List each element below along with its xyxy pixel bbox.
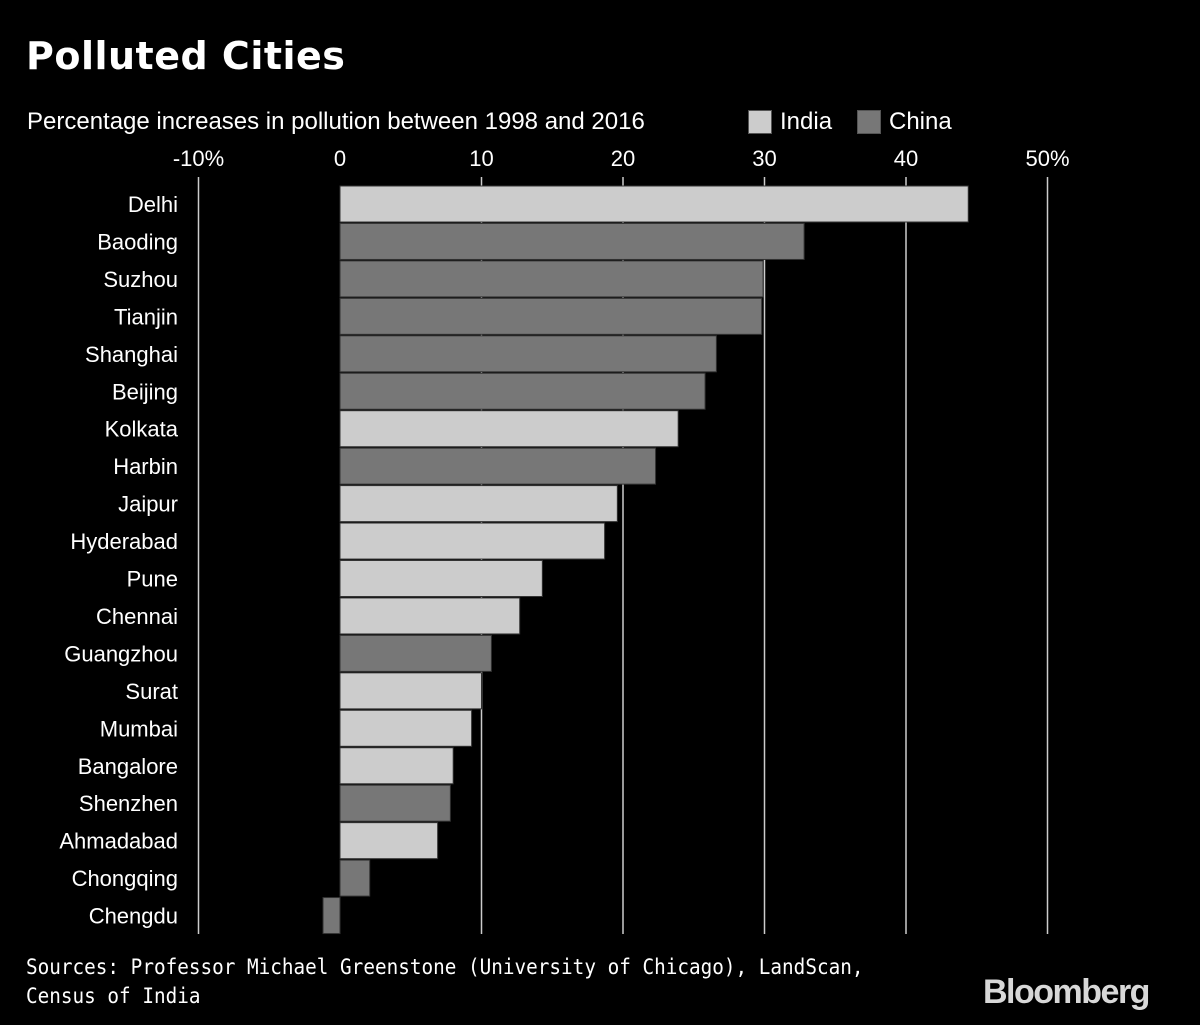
x-tick-label: 10 xyxy=(469,146,493,171)
x-tick-label: 50% xyxy=(1025,146,1069,171)
bar-chart: -10% 0 10 20 30 40 50% Delhi Baoding Suzhou Tianji… xyxy=(59,146,1070,935)
category-label: Chennai xyxy=(96,604,178,629)
legend-label-india: India xyxy=(780,108,833,135)
category-label: Mumbai xyxy=(100,716,178,741)
category-label: Bangalore xyxy=(78,754,178,779)
bar-chennai xyxy=(339,597,521,635)
category-label: Surat xyxy=(125,679,178,704)
x-tick-label: 30 xyxy=(752,146,776,171)
bar-harbin xyxy=(339,447,657,485)
bar-shanghai xyxy=(339,335,717,373)
bar-suzhou xyxy=(339,260,764,298)
bloomberg-logo: Bloomberg xyxy=(983,973,1150,1011)
bar-ahmadabad xyxy=(339,822,439,860)
legend-swatch-india xyxy=(748,110,772,134)
category-label: Tianjin xyxy=(114,304,178,329)
bar-shenzhen xyxy=(339,784,451,822)
legend-label-china: China xyxy=(889,108,952,135)
category-label: Kolkata xyxy=(105,417,179,442)
x-tick-label: -10% xyxy=(173,146,224,171)
bar-surat xyxy=(339,672,482,710)
bar-bangalore xyxy=(339,747,454,785)
category-label: Beijing xyxy=(112,379,178,404)
sources-line-2: Census of India xyxy=(26,984,201,1008)
x-tick-label: 0 xyxy=(334,146,346,171)
category-label: Guangzhou xyxy=(64,641,178,666)
legend-item-china: China xyxy=(857,108,952,136)
bar-baoding xyxy=(339,222,805,260)
bar-hyderabad xyxy=(339,522,606,560)
bar-tianjin xyxy=(339,297,763,335)
bar-pune xyxy=(339,560,543,597)
bar-delhi xyxy=(339,185,969,223)
category-label: Shenzhen xyxy=(79,791,178,816)
category-label: Suzhou xyxy=(103,267,178,292)
category-label: Chongqing xyxy=(72,866,178,891)
category-label: Pune xyxy=(127,567,178,592)
sources-line-1: Sources: Professor Michael Greenstone (U… xyxy=(26,955,864,979)
x-tick-label: 40 xyxy=(894,146,918,171)
category-label: Baoding xyxy=(97,229,178,254)
bar-kolkata xyxy=(339,410,679,448)
chart-title: Polluted Cities xyxy=(26,34,346,78)
legend-item-india: India xyxy=(748,108,832,136)
bar-mumbai xyxy=(339,709,473,747)
chart-subtitle: Percentage increases in pollution betwee… xyxy=(27,108,645,135)
category-label: Jaipur xyxy=(118,492,178,517)
bar-chongqing xyxy=(339,859,371,897)
legend-swatch-china xyxy=(857,110,881,134)
sources-note: Sources: Professor Michael Greenstone (U… xyxy=(26,953,863,1011)
category-label: Hyderabad xyxy=(70,529,178,554)
category-label: Delhi xyxy=(128,192,178,217)
category-label: Shanghai xyxy=(85,342,178,367)
category-label: Harbin xyxy=(113,454,178,479)
category-label: Ahmadabad xyxy=(59,829,178,854)
bar-beijing xyxy=(339,372,706,410)
bar-chengdu xyxy=(322,897,341,935)
x-tick-label: 20 xyxy=(611,146,635,171)
bar-guangzhou xyxy=(339,634,492,672)
category-label: Chengdu xyxy=(89,904,178,929)
bar-jaipur xyxy=(339,485,618,523)
